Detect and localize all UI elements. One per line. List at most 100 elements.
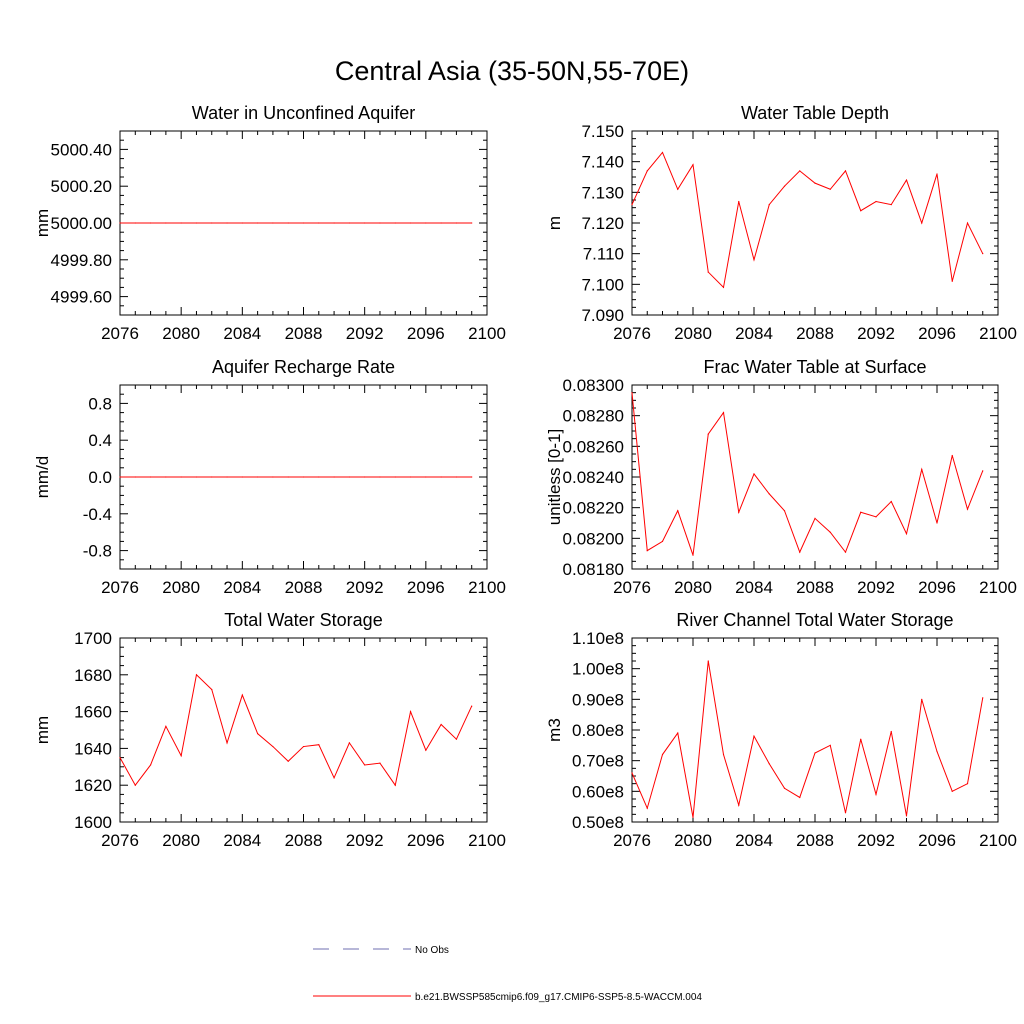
data-point: [302, 222, 305, 224]
y-tick-label: 7.110: [583, 245, 624, 264]
x-tick-label: 2088: [796, 578, 834, 597]
chart-panel-5: Total Water Storage mm 2076 2080 2084 2088 209…: [33, 610, 506, 850]
x-tick-label: 2088: [285, 831, 323, 850]
y-tick-label: 7.140: [581, 153, 624, 172]
x-tick-label: 2088: [796, 831, 834, 850]
panel-title: River Channel Total Water Storage: [676, 610, 953, 630]
x-tick-label: 2088: [285, 578, 323, 597]
data-point: [455, 476, 458, 478]
data-point: [768, 493, 770, 495]
data-point: [921, 222, 923, 224]
data-point: [966, 222, 969, 224]
data-point: [272, 745, 274, 748]
data-point: [149, 222, 152, 224]
plot-frame: [631, 130, 999, 316]
data-point: [287, 476, 289, 478]
data-point: [318, 744, 320, 746]
x-tick-label: 2096: [918, 324, 956, 343]
data-point: [982, 253, 984, 255]
y-tick-label: 4999.60: [51, 288, 112, 307]
data-point: [409, 476, 412, 478]
data-point: [707, 660, 709, 662]
data-point: [318, 222, 320, 224]
data-point: [226, 742, 228, 744]
data-point: [951, 790, 953, 792]
data-point: [348, 742, 350, 744]
data-point: [799, 551, 801, 553]
x-tick-label: 2084: [223, 578, 261, 597]
data-point: [226, 476, 228, 478]
x-tick-label: 2100: [979, 578, 1017, 597]
x-tick-label: 2100: [468, 578, 506, 597]
y-tick-label: 0.08180: [563, 560, 624, 579]
data-point: [646, 170, 648, 172]
y-tick-label: -0.4: [83, 505, 112, 524]
data-point: [829, 531, 831, 533]
chart-panel-2: Water Table Depth m 2076 2080 2084 2088 2092 20…: [545, 103, 1017, 343]
y-tick-label: 1700: [74, 629, 112, 648]
x-tick-label: 2076: [101, 831, 139, 850]
data-point: [440, 222, 442, 224]
data-point: [844, 551, 847, 553]
data-point: [211, 222, 213, 224]
data-point: [905, 533, 908, 535]
x-tick-label: 2088: [796, 324, 834, 343]
x-tick-label: 2100: [468, 324, 506, 343]
data-point: [814, 752, 816, 754]
y-tick-label: 0.08220: [563, 499, 624, 518]
data-point: [379, 476, 381, 478]
data-point: [814, 517, 816, 520]
x-tick-label: 2080: [674, 831, 712, 850]
data-point: [738, 804, 740, 806]
series-line: [119, 673, 473, 787]
data-point: [379, 222, 381, 224]
data-point: [829, 188, 831, 190]
y-tick-label: 1660: [74, 703, 112, 722]
data-point: [677, 732, 679, 734]
data-point: [661, 753, 664, 756]
panel-title: Total Water Storage: [224, 610, 382, 630]
y-axis-label: mm: [33, 209, 52, 237]
data-point: [195, 674, 198, 676]
page-title: Central Asia (35-50N,55-70E): [334, 56, 690, 86]
data-point: [860, 511, 862, 513]
data-point: [738, 200, 740, 203]
y-tick-label: 0.8: [88, 394, 112, 413]
y-tick-label: 0.60e8: [572, 782, 624, 801]
data-point: [364, 222, 366, 224]
data-point: [149, 476, 152, 478]
data-point: [722, 753, 725, 756]
data-point: [241, 222, 243, 224]
data-point: [692, 816, 694, 819]
y-tick-label: 7.090: [581, 306, 624, 325]
data-point: [394, 222, 396, 224]
data-point: [875, 200, 877, 203]
data-point: [966, 783, 969, 785]
data-point: [875, 516, 877, 518]
data-point: [394, 476, 396, 478]
data-point: [257, 476, 259, 478]
chart-panel-4: Frac Water Table at Surface unitless [0-1…: [545, 357, 1017, 597]
data-point: [425, 749, 427, 751]
x-tick-label: 2096: [918, 831, 956, 850]
data-point: [287, 760, 289, 762]
data-point: [677, 510, 679, 512]
data-point: [768, 204, 770, 206]
data-point: [119, 222, 121, 224]
data-point: [936, 173, 938, 175]
y-axis-label: m3: [545, 718, 564, 742]
legend-label: b.e21.BWSSP585cmip6.f09_g17.CMIP6-SSP5-8…: [415, 992, 702, 1003]
chart-panel-6: River Channel Total Water Storage m3 2076 2…: [545, 610, 1017, 850]
y-tick-label: 7.100: [581, 275, 624, 294]
series-line: [631, 151, 984, 289]
data-point: [966, 508, 969, 510]
x-tick-label: 2084: [735, 324, 773, 343]
data-point: [364, 764, 366, 766]
data-point: [753, 473, 755, 475]
x-tick-label: 2096: [407, 831, 445, 850]
data-point: [165, 476, 167, 478]
y-tick-label: 1600: [74, 813, 112, 832]
y-tick-label: 5000.00: [51, 214, 112, 233]
data-point: [707, 271, 709, 273]
data-point: [707, 433, 709, 435]
